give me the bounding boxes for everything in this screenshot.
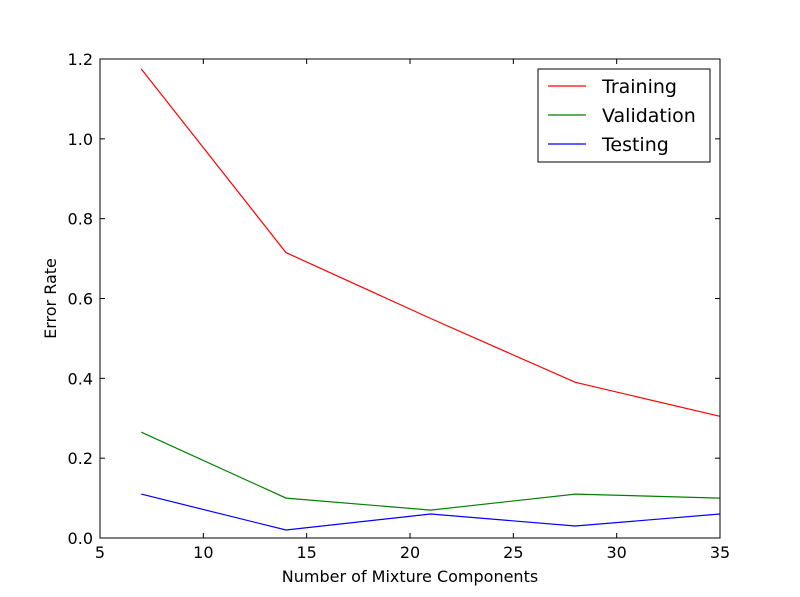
plot-area <box>140 68 721 531</box>
series-line-validation <box>141 431 721 511</box>
plot-frame <box>99 58 721 539</box>
y-tick-label: 0.6 <box>68 290 93 309</box>
y-tick-label: 0.0 <box>68 529 93 548</box>
x-tick-label: 20 <box>400 543 420 562</box>
x-tick-label: 5 <box>95 543 105 562</box>
y-tick-label: 1.0 <box>68 130 93 149</box>
y-tick-label: 0.8 <box>68 210 93 229</box>
y-tick-label: 0.4 <box>68 369 93 388</box>
legend-label-validation: Validation <box>602 105 696 127</box>
x-tick-label: 25 <box>503 543 523 562</box>
x-tick-label: 35 <box>710 543 730 562</box>
x-tick-label: 10 <box>193 543 213 562</box>
legend: Training Validation Testing <box>537 68 711 163</box>
x-tick-label: 15 <box>296 543 316 562</box>
x-tick-label: 30 <box>606 543 626 562</box>
axis-ticks: 5 10 15 20 25 30 35 0.0 0.2 0.4 0.6 0.8 1.0 1.2 <box>68 50 731 562</box>
series-line-training <box>140 68 721 417</box>
legend-label-training: Training <box>601 76 677 98</box>
y-tick-label: 1.2 <box>68 50 93 69</box>
legend-label-testing: Testing <box>601 134 669 156</box>
y-axis-label: Error Rate <box>41 258 60 339</box>
x-axis-label: Number of Mixture Components <box>282 567 538 586</box>
series-line-testing <box>141 493 721 531</box>
y-tick-label: 0.2 <box>68 449 93 468</box>
